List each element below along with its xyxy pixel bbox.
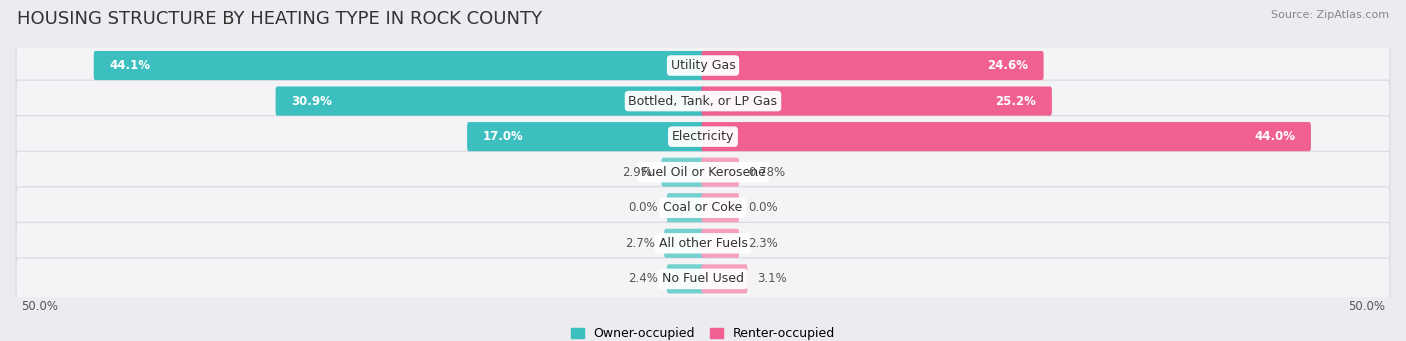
FancyBboxPatch shape [94,51,704,80]
FancyBboxPatch shape [15,187,1391,229]
Text: All other Fuels: All other Fuels [658,237,748,250]
Text: 0.78%: 0.78% [748,166,786,179]
FancyBboxPatch shape [702,229,740,258]
FancyBboxPatch shape [661,158,704,187]
FancyBboxPatch shape [276,87,704,116]
Text: 50.0%: 50.0% [1348,300,1385,313]
Text: 25.2%: 25.2% [995,94,1036,107]
FancyBboxPatch shape [702,51,1043,80]
Text: 3.1%: 3.1% [756,272,786,285]
FancyBboxPatch shape [702,87,1052,116]
Text: 44.0%: 44.0% [1254,130,1295,143]
FancyBboxPatch shape [15,258,1391,300]
FancyBboxPatch shape [702,193,740,222]
FancyBboxPatch shape [15,116,1391,158]
Text: 17.0%: 17.0% [482,130,523,143]
Text: Electricity: Electricity [672,130,734,143]
FancyBboxPatch shape [15,222,1391,264]
Text: Bottled, Tank, or LP Gas: Bottled, Tank, or LP Gas [628,94,778,107]
FancyBboxPatch shape [15,151,1391,193]
Text: Coal or Coke: Coal or Coke [664,201,742,214]
FancyBboxPatch shape [467,122,704,151]
Text: Source: ZipAtlas.com: Source: ZipAtlas.com [1271,10,1389,20]
FancyBboxPatch shape [702,158,740,187]
FancyBboxPatch shape [664,229,704,258]
Text: 2.4%: 2.4% [627,272,658,285]
Text: 30.9%: 30.9% [291,94,332,107]
FancyBboxPatch shape [702,264,748,294]
Text: No Fuel Used: No Fuel Used [662,272,744,285]
Text: HOUSING STRUCTURE BY HEATING TYPE IN ROCK COUNTY: HOUSING STRUCTURE BY HEATING TYPE IN ROC… [17,10,541,28]
Text: 2.7%: 2.7% [624,237,655,250]
Text: Fuel Oil or Kerosene: Fuel Oil or Kerosene [641,166,765,179]
Text: 50.0%: 50.0% [21,300,58,313]
Text: 0.0%: 0.0% [748,201,778,214]
FancyBboxPatch shape [666,264,704,294]
Text: Utility Gas: Utility Gas [671,59,735,72]
Text: 24.6%: 24.6% [987,59,1028,72]
Text: 0.0%: 0.0% [628,201,658,214]
Text: 2.3%: 2.3% [748,237,778,250]
FancyBboxPatch shape [702,122,1310,151]
Text: 44.1%: 44.1% [110,59,150,72]
Text: 2.9%: 2.9% [621,166,652,179]
FancyBboxPatch shape [15,80,1391,122]
FancyBboxPatch shape [666,193,704,222]
Legend: Owner-occupied, Renter-occupied: Owner-occupied, Renter-occupied [567,322,839,341]
FancyBboxPatch shape [15,45,1391,87]
